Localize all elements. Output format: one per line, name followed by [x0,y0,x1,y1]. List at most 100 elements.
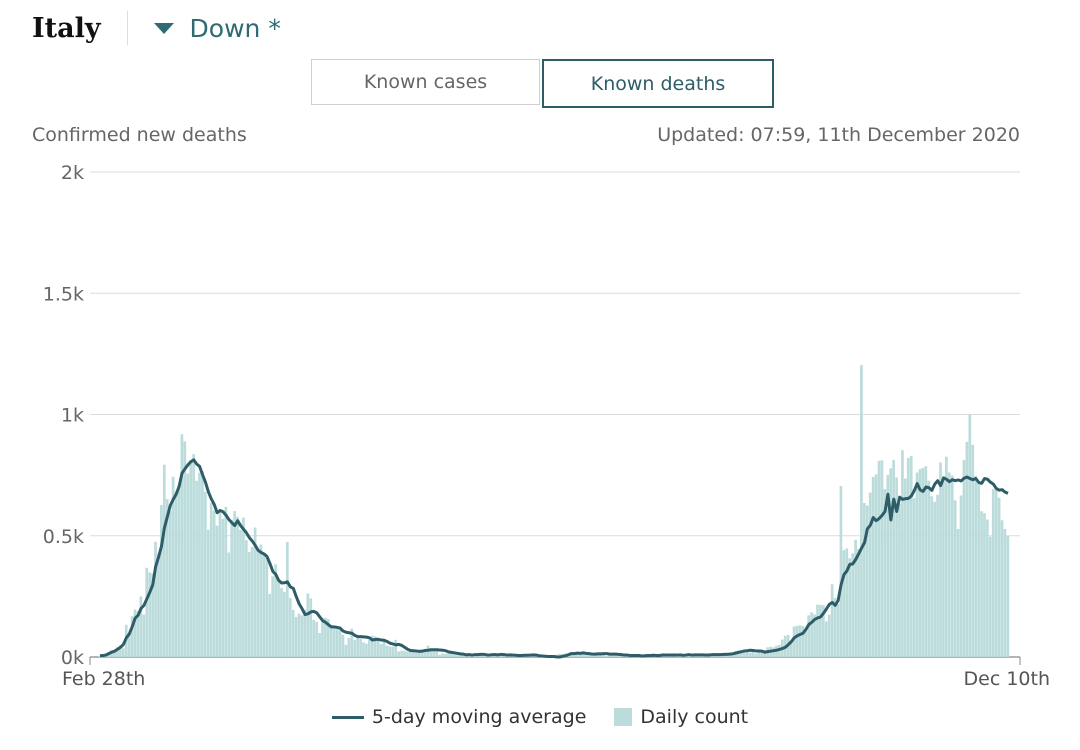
bar [980,511,983,657]
bar [798,625,802,657]
metric-tabs: Known cases Known deaths [311,59,774,108]
bar [839,486,843,657]
bar [171,476,175,657]
bar [801,625,805,657]
bar [1006,535,1010,657]
bar [822,605,825,657]
bar [324,617,327,657]
bar [409,651,412,657]
bar [332,628,336,657]
bar [968,414,972,657]
bar [792,626,796,657]
bar [748,652,752,657]
bar [119,645,122,657]
bar [842,550,846,657]
bar [904,478,907,657]
bar [174,491,178,657]
bar [397,651,400,657]
bar [201,471,204,657]
bar [953,500,957,657]
bar [256,551,260,657]
bar [581,654,585,657]
bar [130,616,134,657]
bar [221,518,225,657]
bar [499,655,503,657]
chart-subtitle: Confirmed new deaths [32,124,247,146]
bar [461,655,465,657]
bar [742,650,746,657]
tab-known-cases[interactable]: Known cases [311,59,540,105]
bar [745,651,749,657]
bar [215,525,219,657]
bar [300,615,304,657]
header: Italy Down * [32,8,281,48]
bar [936,494,939,657]
bar [895,477,898,657]
bar [956,528,960,657]
bar [573,655,576,657]
bar [312,619,316,657]
bar [757,652,761,657]
header-divider [126,11,128,45]
bar [121,648,125,657]
bar [933,501,937,657]
bar [403,650,406,657]
bar [98,655,102,657]
bar [438,654,441,657]
bar [760,651,764,657]
bar [886,474,890,657]
bar [414,651,418,657]
bar [242,517,245,657]
bar [1003,528,1007,657]
bar [614,655,617,657]
bar [247,551,251,657]
bar [177,484,181,657]
caret-down-icon [153,22,174,34]
bar [889,468,893,657]
bar [877,460,881,657]
bar [400,650,403,657]
bar [950,475,954,657]
bar [587,653,591,657]
bar [195,480,198,657]
bar [575,653,579,657]
bar [590,655,594,657]
bar [807,615,811,657]
bar [965,441,969,657]
bar [810,612,813,657]
bar [997,497,1001,657]
country-title: Italy [32,12,101,44]
bar [830,584,834,657]
chart-legend: 5-day moving average Daily count [0,706,1080,728]
bar [827,614,831,657]
bar [151,573,154,657]
bar [912,498,916,657]
bar [789,641,793,657]
bar [265,556,269,657]
bar [186,473,190,657]
bar [268,593,272,657]
tab-known-deaths[interactable]: Known deaths [542,59,774,108]
bar [385,645,389,657]
bar [909,455,913,657]
bar [865,505,869,657]
bar [218,509,222,657]
bar [455,655,459,657]
bar [795,625,799,657]
bar [309,598,313,657]
bar [262,555,266,657]
bar [444,653,447,657]
bar [1000,520,1004,657]
bar [107,654,111,657]
bar [376,639,380,657]
bar [986,519,989,657]
bar [432,648,436,657]
bar [318,632,321,657]
trend-dropdown[interactable]: Down * [153,14,281,43]
bar [350,628,354,657]
bar [502,655,506,657]
bar [116,647,119,657]
bar [816,604,819,657]
y-tick-label: 1.5k [43,283,84,305]
bar [233,511,236,657]
